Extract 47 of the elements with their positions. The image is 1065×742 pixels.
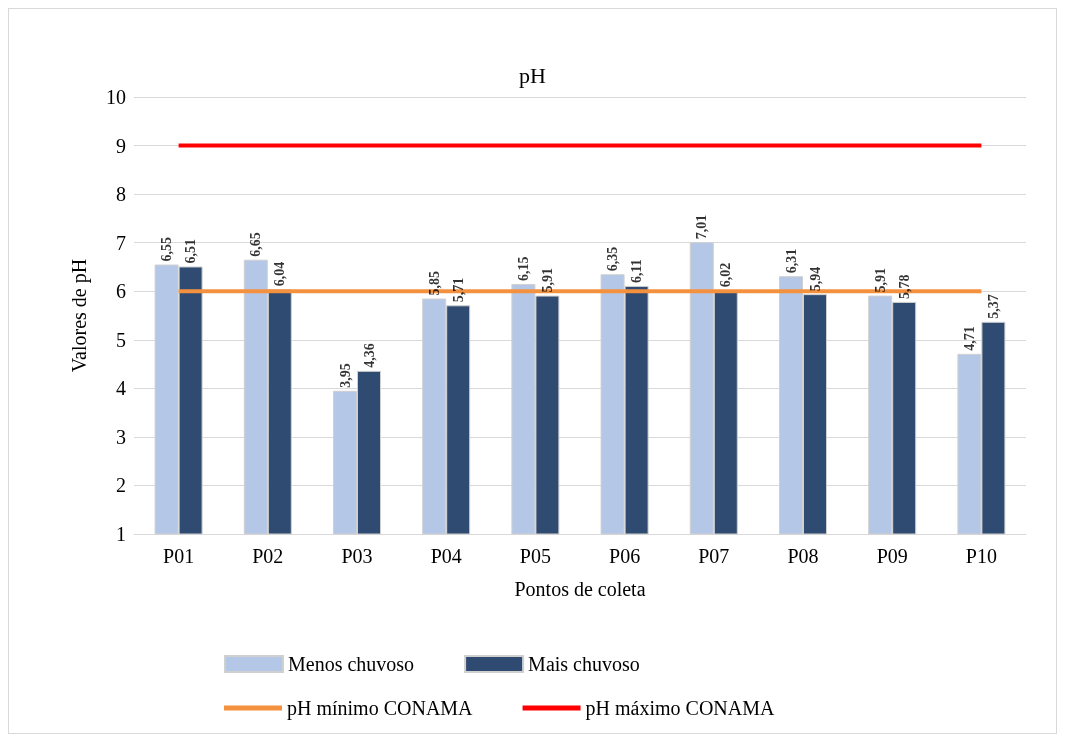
y-tick-label: 6 bbox=[116, 280, 126, 303]
data-label: 5,91 bbox=[539, 268, 555, 293]
y-tick-label: 9 bbox=[116, 134, 126, 157]
data-label: 5,71 bbox=[450, 277, 466, 303]
data-label: 6,02 bbox=[718, 262, 734, 288]
data-label: 6,11 bbox=[629, 259, 645, 283]
x-tick-label: P06 bbox=[609, 545, 641, 567]
x-tick-label: P04 bbox=[430, 545, 462, 567]
data-label: 5,78 bbox=[896, 274, 912, 299]
x-tick-label: P01 bbox=[163, 545, 195, 567]
y-tick-label: 1 bbox=[116, 523, 126, 545]
data-label: 6,55 bbox=[159, 237, 175, 262]
y-tick-label: 8 bbox=[116, 183, 126, 206]
y-tick-label: 3 bbox=[116, 425, 126, 448]
x-tick-label: P03 bbox=[341, 545, 373, 567]
data-label: 5,94 bbox=[807, 266, 823, 292]
data-label: 6,04 bbox=[272, 261, 288, 287]
data-label: 6,15 bbox=[515, 256, 531, 281]
data-label: 6,31 bbox=[783, 248, 799, 274]
x-tick-label: P08 bbox=[787, 545, 819, 567]
data-label: 5,91 bbox=[872, 268, 888, 293]
x-tick-label: P09 bbox=[876, 545, 908, 567]
legend-label: Mais chuvoso bbox=[528, 653, 640, 675]
data-label: 7,01 bbox=[694, 214, 710, 240]
data-label: 3,95 bbox=[337, 363, 353, 388]
data-label: 6,65 bbox=[248, 232, 264, 257]
x-tick-label: P02 bbox=[252, 545, 284, 567]
data-label: 4,36 bbox=[361, 343, 377, 368]
data-label: 5,85 bbox=[426, 271, 442, 296]
y-tick-label: 4 bbox=[116, 377, 126, 400]
legend-label: pH mínimo CONAMA bbox=[287, 697, 474, 720]
legend-label: Menos chuvoso bbox=[288, 653, 415, 675]
x-axis-title: Pontos de coleta bbox=[514, 578, 646, 600]
data-label: 5,37 bbox=[985, 294, 1001, 319]
data-label: 6,35 bbox=[605, 246, 621, 272]
x-tick-label: P10 bbox=[965, 545, 997, 567]
legend-label: pH máximo CONAMA bbox=[585, 697, 776, 720]
y-tick-label: 2 bbox=[116, 474, 126, 497]
x-tick-label: P05 bbox=[519, 545, 551, 567]
y-tick-label: 5 bbox=[116, 328, 126, 351]
data-label: 4,71 bbox=[961, 326, 977, 351]
y-tick-label: 7 bbox=[116, 231, 126, 254]
x-tick-label: P07 bbox=[698, 545, 730, 567]
y-axis-title: Valores de pH bbox=[68, 258, 91, 373]
chart-title: pH bbox=[519, 62, 547, 88]
data-label: 6,51 bbox=[183, 238, 199, 264]
y-tick-label: 10 bbox=[106, 86, 126, 108]
